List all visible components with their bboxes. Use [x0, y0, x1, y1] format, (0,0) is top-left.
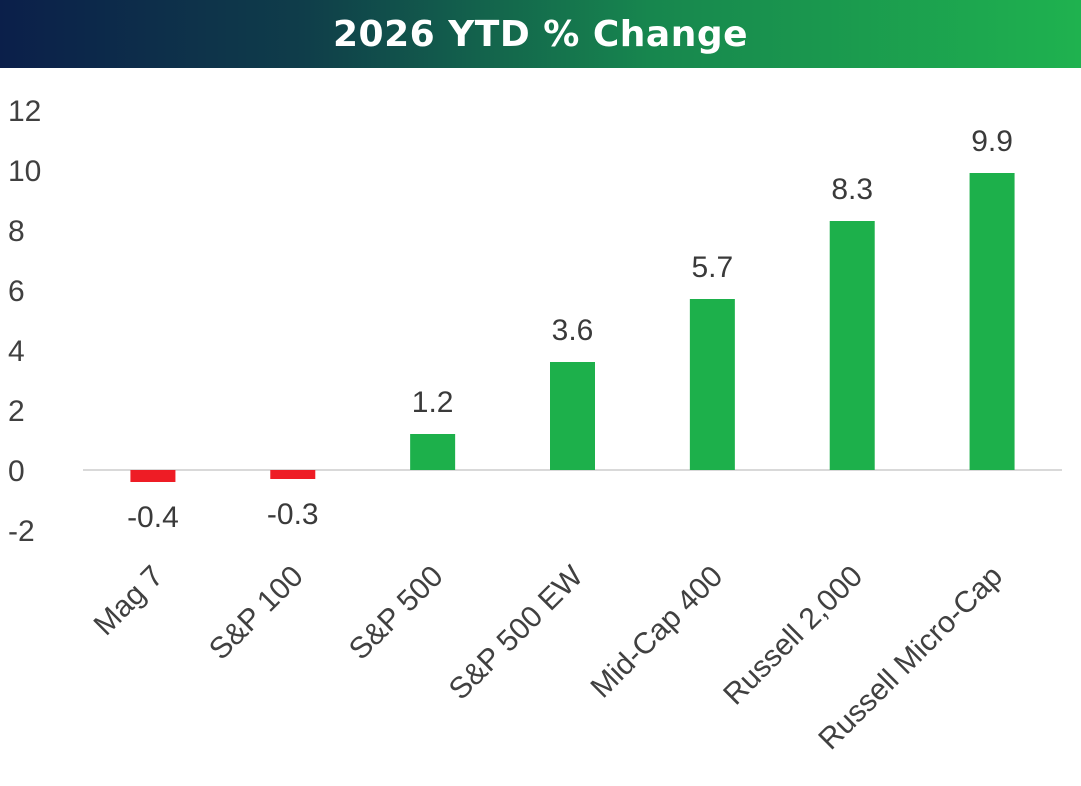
bar-3: [410, 434, 456, 470]
x-tick-label: Russell 2,000: [717, 560, 869, 712]
data-label: 5.7: [691, 251, 733, 284]
x-tick-label: Mag 7: [88, 560, 170, 642]
y-tick-label: 8: [8, 215, 25, 248]
y-tick-label: 2: [8, 395, 25, 428]
chart-title-bar: 2026 YTD % Change: [0, 0, 1081, 68]
bar-7: [969, 173, 1015, 470]
bar-6: [829, 221, 875, 470]
bar-2: [270, 470, 316, 479]
chart-title: 2026 YTD % Change: [332, 13, 749, 55]
data-label: -0.3: [267, 498, 319, 531]
y-tick-label: 4: [8, 335, 25, 368]
data-labels-group: -0.4 -0.3 1.2 3.6 5.7 8.3 9.9: [127, 125, 1013, 534]
x-tick-label: S&P 500 EW: [443, 559, 590, 706]
bars-group: [130, 173, 1015, 482]
bar-5: [689, 299, 735, 470]
x-tick-label: Mid-Cap 400: [585, 560, 730, 705]
y-tick-label: 12: [8, 95, 41, 128]
data-label: -0.4: [127, 501, 179, 534]
y-tick-label: -2: [8, 515, 35, 548]
bar-1: [130, 470, 176, 482]
y-tick-label: 10: [8, 155, 41, 188]
data-label: 9.9: [971, 125, 1013, 158]
y-axis-ticks: -2 0 2 4 6 8 10 12: [8, 95, 41, 548]
data-label: 3.6: [552, 314, 594, 347]
y-tick-label: 0: [8, 455, 25, 488]
bar-4: [550, 362, 595, 470]
y-tick-label: 6: [8, 275, 25, 308]
data-label: 8.3: [831, 173, 873, 206]
x-tick-label: S&P 500: [343, 560, 450, 667]
x-tick-label: S&P 100: [203, 560, 310, 667]
data-label: 1.2: [412, 386, 454, 419]
